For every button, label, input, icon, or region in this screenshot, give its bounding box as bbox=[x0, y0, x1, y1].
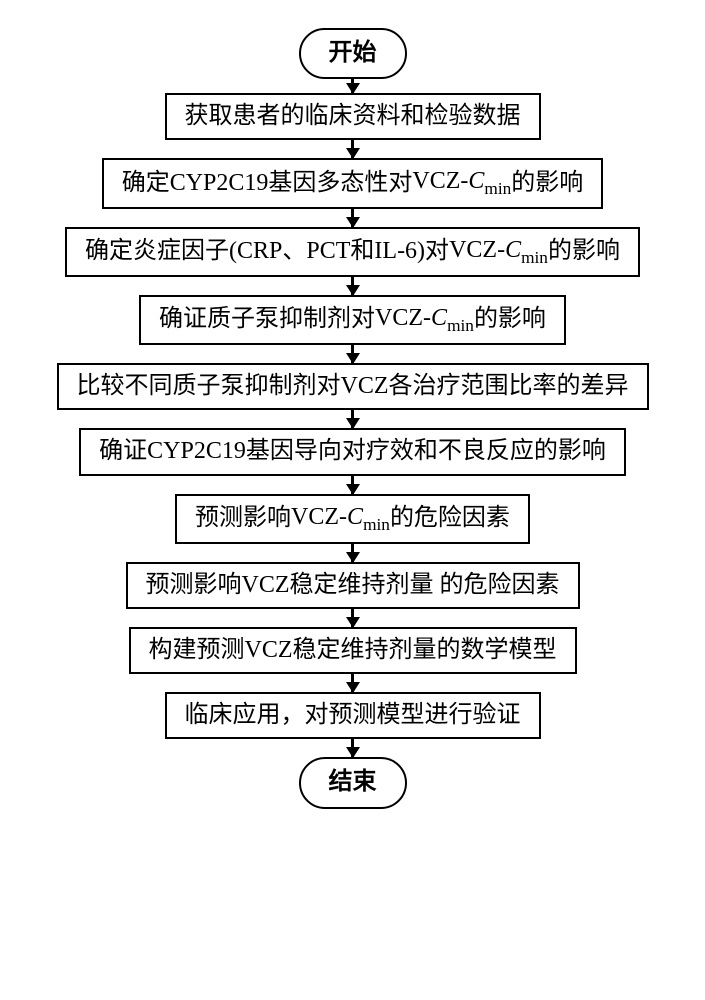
step-text-prefix: 确定CYP2C19基因多态性对 bbox=[122, 168, 413, 199]
terminal-start: 开始 bbox=[299, 28, 407, 79]
vcz-cmin-symbol: VCZ-Cmin bbox=[375, 303, 474, 337]
arrow-connector bbox=[351, 209, 354, 227]
step-text-prefix: 预测影响 bbox=[195, 503, 291, 534]
step-2: 确定CYP2C19基因多态性对VCZ-Cmin的影响 bbox=[102, 158, 604, 208]
arrow-connector bbox=[351, 277, 354, 295]
flowchart-container: 开始获取患者的临床资料和检验数据确定CYP2C19基因多态性对VCZ-Cmin的… bbox=[57, 28, 649, 809]
arrow-connector bbox=[351, 79, 354, 93]
step-10: 临床应用，对预测模型进行验证 bbox=[165, 692, 541, 739]
step-5: 比较不同质子泵抑制剂对VCZ各治疗范围比率的差异 bbox=[57, 363, 649, 410]
vcz-cmin-symbol: VCZ-Cmin bbox=[449, 235, 548, 269]
step-8: 预测影响VCZ稳定维持剂量 的危险因素 bbox=[126, 562, 580, 609]
step-text-suffix: 的影响 bbox=[511, 168, 583, 199]
step-text-prefix: 确证质子泵抑制剂对 bbox=[159, 304, 375, 335]
step-9: 构建预测VCZ稳定维持剂量的数学模型 bbox=[129, 627, 577, 674]
arrow-connector bbox=[351, 609, 354, 627]
step-6: 确证CYP2C19基因导向对疗效和不良反应的影响 bbox=[79, 428, 626, 475]
step-text-suffix: 的危险因素 bbox=[390, 503, 510, 534]
arrow-connector bbox=[351, 410, 354, 428]
arrow-connector bbox=[351, 140, 354, 158]
arrow-connector bbox=[351, 674, 354, 692]
arrow-connector bbox=[351, 476, 354, 494]
arrow-connector bbox=[351, 345, 354, 363]
terminal-end: 结束 bbox=[299, 757, 407, 808]
arrow-connector bbox=[351, 739, 354, 757]
vcz-cmin-symbol: VCZ-Cmin bbox=[412, 166, 511, 200]
step-4: 确证质子泵抑制剂对VCZ-Cmin的影响 bbox=[139, 295, 566, 345]
step-7: 预测影响VCZ-Cmin 的危险因素 bbox=[175, 494, 530, 544]
arrow-connector bbox=[351, 544, 354, 562]
step-text-prefix: 确定炎症因子(CRP、PCT和IL-6)对 bbox=[85, 236, 449, 267]
step-text-suffix: 的影响 bbox=[474, 304, 546, 335]
step-3: 确定炎症因子(CRP、PCT和IL-6)对VCZ-Cmin的影响 bbox=[65, 227, 640, 277]
step-text-suffix: 的影响 bbox=[548, 236, 620, 267]
step-1: 获取患者的临床资料和检验数据 bbox=[165, 93, 541, 140]
vcz-cmin-symbol: VCZ-Cmin bbox=[291, 502, 390, 536]
